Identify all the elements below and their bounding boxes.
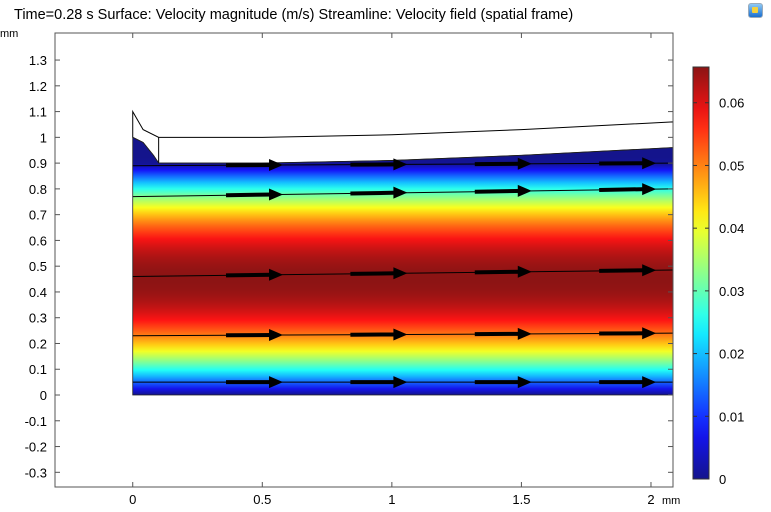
streamline-arrow-head bbox=[269, 268, 284, 281]
streamline-arrow-head bbox=[517, 265, 532, 278]
colorbar bbox=[692, 66, 710, 480]
streamline-arrow-head bbox=[642, 327, 657, 340]
x-tick-label: 1 bbox=[388, 492, 395, 507]
y-tick-label: 0 bbox=[40, 388, 47, 403]
y-tick-label: 0.7 bbox=[29, 208, 47, 223]
x-axis-unit: mm bbox=[662, 495, 680, 507]
y-tick-label: 0.6 bbox=[29, 233, 47, 248]
plot-frame bbox=[54, 32, 674, 488]
streamline-arrow-head bbox=[642, 183, 657, 196]
streamline-arrow-shaft bbox=[599, 187, 647, 192]
y-tick-label: 1.1 bbox=[29, 105, 47, 120]
streamline-arrow-head bbox=[642, 157, 657, 170]
streamline-arrow-head bbox=[269, 329, 284, 342]
y-tick-label: 0.4 bbox=[29, 285, 47, 300]
streamline-arrow-head bbox=[269, 158, 284, 171]
streamline-arrow-head bbox=[393, 158, 408, 171]
streamline-arrow-shaft bbox=[474, 188, 522, 194]
streamline-arrow-shaft bbox=[350, 190, 398, 196]
streamline-arrow-shaft bbox=[225, 192, 274, 198]
streamline-arrow-head bbox=[517, 184, 532, 197]
streamline-arrow-head bbox=[517, 327, 532, 340]
streamline-arrow-shaft bbox=[474, 269, 522, 275]
y-axis-unit: mm bbox=[0, 28, 18, 40]
streamline-arrow-shaft bbox=[599, 268, 647, 273]
y-tick-label: 0.1 bbox=[29, 362, 47, 377]
x-tick-label: 0 bbox=[129, 492, 136, 507]
streamline-arrow-shaft bbox=[225, 272, 274, 278]
colorbar-tick-label: 0 bbox=[719, 472, 726, 487]
y-tick-label: 0.3 bbox=[29, 311, 47, 326]
y-tick-label: 0.8 bbox=[29, 182, 47, 197]
streamline-arrow-head bbox=[393, 376, 408, 389]
y-tick-label: -0.1 bbox=[25, 414, 47, 429]
colorbar-tick-label: 0.03 bbox=[719, 284, 744, 299]
x-tick-label: 0.5 bbox=[253, 492, 271, 507]
streamline-arrow-head bbox=[642, 264, 657, 277]
streamline-arrow-head bbox=[517, 376, 532, 389]
y-tick-label: 1 bbox=[40, 130, 47, 145]
x-tick-label: 1.5 bbox=[512, 492, 530, 507]
y-tick-label: 1.3 bbox=[29, 53, 47, 68]
plot-area bbox=[132, 109, 673, 396]
colorbar-tick-label: 0.05 bbox=[719, 158, 744, 173]
plot-title: Time=0.28 s Surface: Velocity magnitude … bbox=[14, 7, 574, 23]
colorbar-tick-label: 0.04 bbox=[719, 221, 744, 236]
streamline-arrow-head bbox=[642, 376, 657, 389]
y-tick-label: 0.9 bbox=[29, 156, 47, 171]
streamline-arrow-head bbox=[393, 186, 408, 199]
streamline-arrow-shaft bbox=[350, 271, 398, 276]
colorbar-tick-label: 0.02 bbox=[719, 347, 744, 362]
y-tick-label: 0.2 bbox=[29, 336, 47, 351]
y-tick-label: -0.2 bbox=[25, 440, 47, 455]
fluid-surface bbox=[132, 136, 673, 396]
streamline-arrow-head bbox=[269, 188, 284, 201]
colorbar-tick-label: 0.01 bbox=[719, 409, 744, 424]
plot-icon[interactable] bbox=[748, 3, 763, 18]
streamline-arrow-head bbox=[517, 157, 532, 170]
x-tick-label: 2 bbox=[647, 492, 654, 507]
y-tick-label: 0.5 bbox=[29, 259, 47, 274]
streamline-arrow-head bbox=[393, 328, 408, 341]
y-tick-label: 1.2 bbox=[29, 79, 47, 94]
y-tick-label: -0.3 bbox=[25, 465, 47, 480]
streamline-arrow-head bbox=[269, 376, 284, 389]
colorbar-tick-label: 0.06 bbox=[719, 96, 744, 111]
streamline-arrow-head bbox=[393, 267, 408, 280]
